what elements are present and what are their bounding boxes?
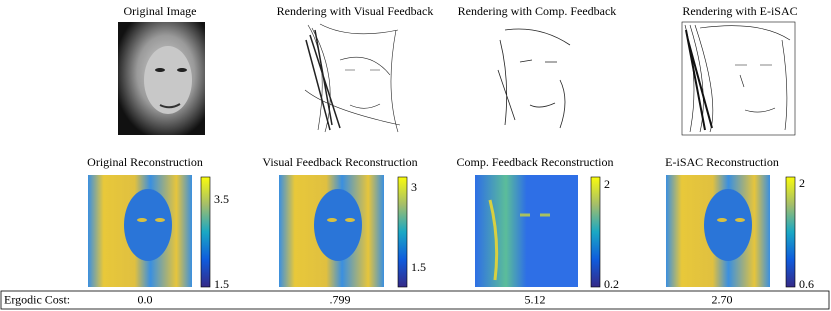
colorbar: [785, 176, 796, 288]
panel-title: Rendering with Comp. Feedback: [458, 4, 617, 18]
colorbar-tick-label: 3: [411, 180, 417, 194]
table-value: 2.70: [712, 292, 733, 306]
colorbar: [200, 176, 211, 288]
e-isac-reconstruction: [666, 175, 770, 287]
colorbar-tick-label: 2: [799, 176, 805, 190]
e-isac-rendering: [681, 21, 796, 136]
original-reconstruction: [88, 175, 192, 287]
visual-feedback-reconstruction: [279, 175, 384, 287]
colorbar: [590, 176, 601, 288]
colorbar-tick-label: 1.5: [411, 260, 426, 274]
colorbar-tick-label: 0.2: [604, 277, 619, 291]
reconstruction-title: Comp. Feedback Reconstruction: [457, 155, 614, 169]
table-value: 0.0: [138, 292, 153, 306]
visual-feedback-rendering: [304, 22, 401, 135]
reconstruction-title: Original Reconstruction: [87, 155, 203, 169]
original-image: [118, 22, 205, 135]
reconstruction-title: Visual Feedback Reconstruction: [262, 155, 417, 169]
comp-feedback-reconstruction: [475, 175, 578, 287]
cost-table: [0, 290, 830, 310]
table-value: .799: [330, 292, 351, 306]
colorbar-tick-label: 2: [604, 177, 610, 191]
table-value: 5.12: [525, 292, 546, 306]
colorbar-tick-label: 3.5: [214, 192, 229, 206]
colorbar-tick-label: 0.6: [799, 277, 814, 291]
colorbar-tick-label: 1.5: [214, 277, 229, 291]
reconstruction-title: E-iSAC Reconstruction: [665, 155, 779, 169]
table-label: Ergodic Cost:: [4, 292, 70, 306]
comp-feedback-rendering: [493, 22, 578, 135]
panel-title: Original Image: [124, 4, 197, 18]
panel-title: Rendering with E-iSAC: [682, 4, 797, 18]
colorbar: [397, 176, 408, 288]
panel-title: Rendering with Visual Feedback: [277, 4, 434, 18]
